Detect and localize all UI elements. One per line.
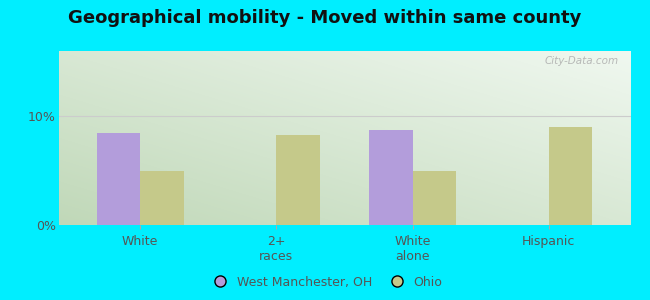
Bar [549, 127, 592, 225]
Bar [369, 130, 413, 225]
Bar [413, 171, 456, 225]
Text: City-Data.com: City-Data.com [545, 56, 619, 66]
Text: Geographical mobility - Moved within same county: Geographical mobility - Moved within sam… [68, 9, 582, 27]
Bar [97, 133, 140, 225]
Bar [276, 135, 320, 225]
Legend: West Manchester, OH, Ohio: West Manchester, OH, Ohio [203, 271, 447, 294]
Bar [140, 171, 184, 225]
